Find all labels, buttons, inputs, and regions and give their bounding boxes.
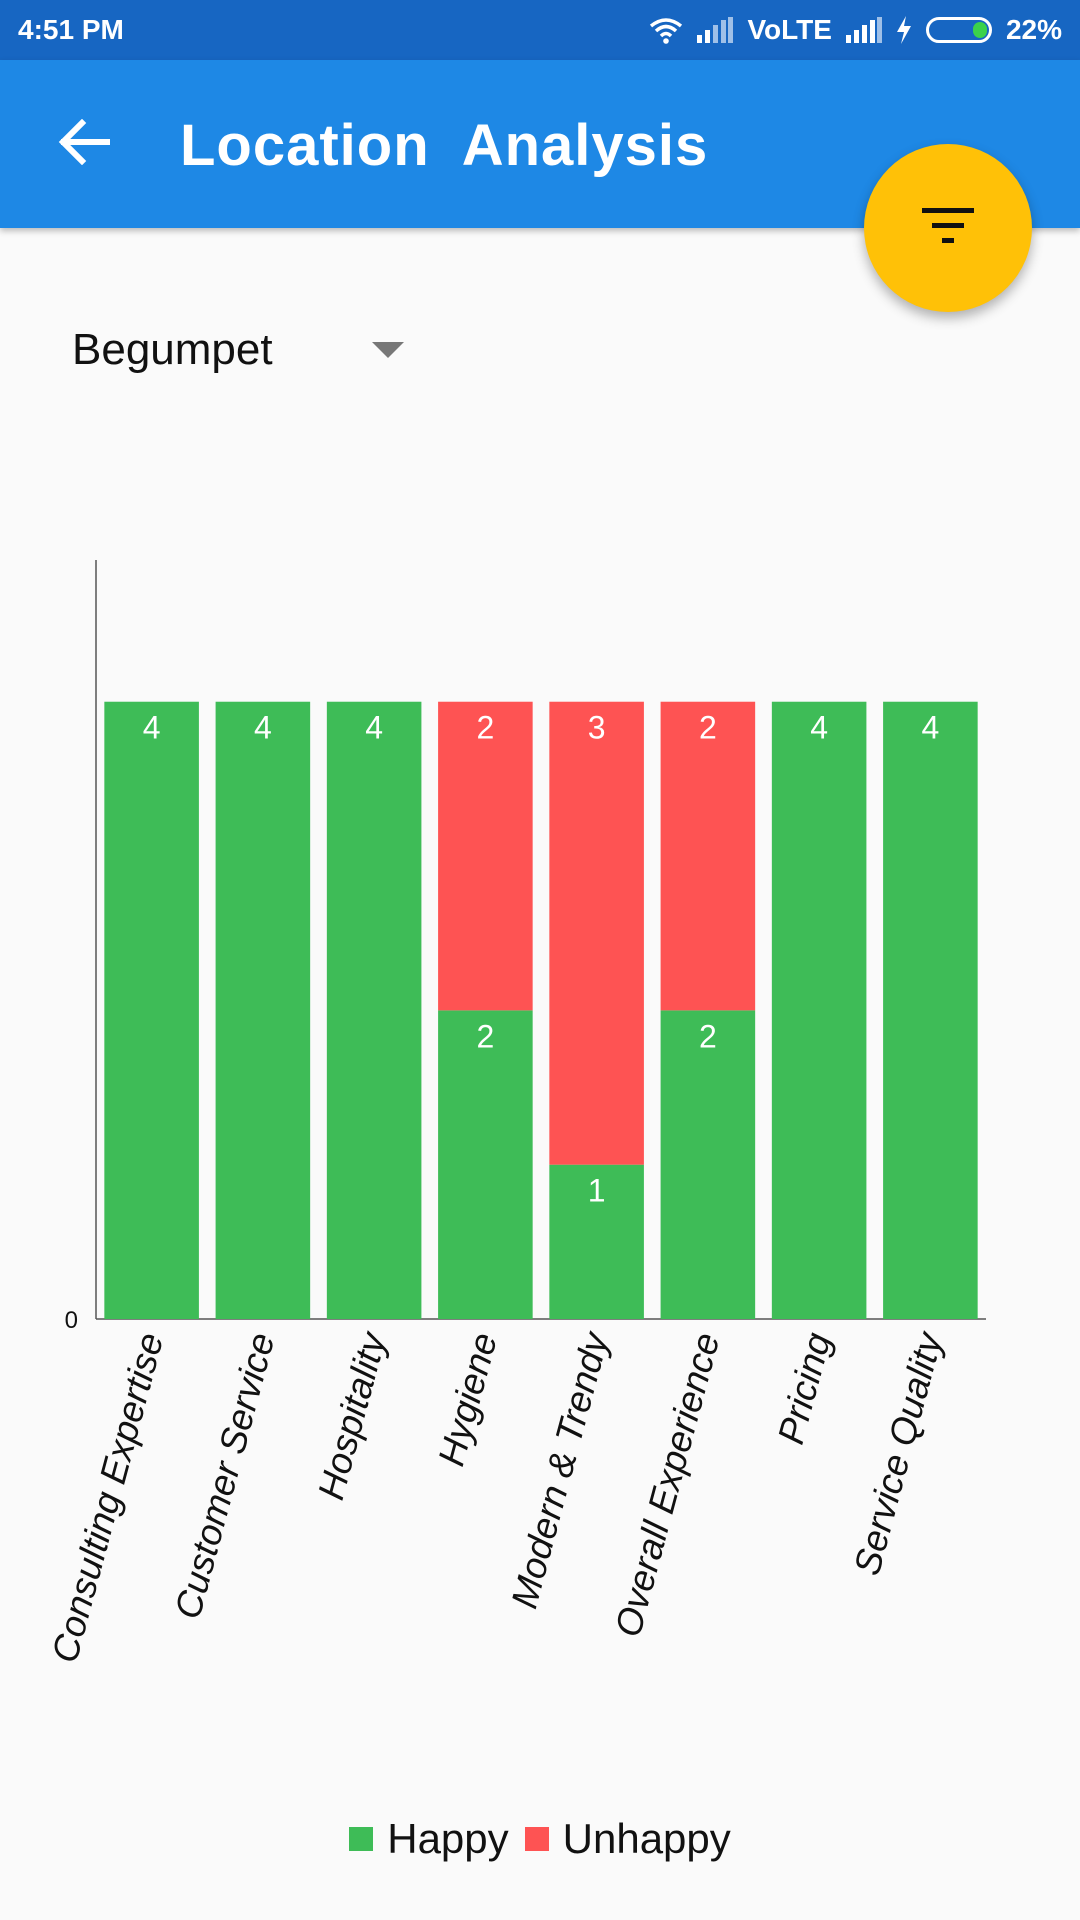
bar-segment-happy [326,701,422,1319]
legend-swatch-happy [349,1827,374,1851]
x-tick-label: Overall Experience [607,1328,728,1641]
x-tick-label: Modern & Trendy [503,1326,617,1612]
battery-icon [925,17,992,43]
x-tick-label: Hygiene [430,1328,505,1470]
back-button[interactable] [52,112,116,176]
legend-swatch-unhappy [524,1827,549,1851]
data-label-happy: 4 [365,710,383,746]
page-title: Location Analysis [180,113,709,178]
legend-label-unhappy: Unhappy [562,1815,731,1862]
bar-segment-happy [660,1010,756,1319]
bar-segment-unhappy [438,701,533,1011]
chart-legend: Happy Unhappy [0,1815,1080,1863]
data-label-unhappy: 3 [588,710,606,746]
charging-icon [896,16,912,44]
app-bar: Location Analysis [0,60,1080,228]
signal-weak-icon [697,17,734,43]
data-label-happy: 4 [254,710,272,746]
location-dropdown[interactable]: Begumpet [72,318,412,382]
data-label-unhappy: 2 [476,710,494,746]
bar-segment-unhappy [660,701,756,1011]
x-tick-label: Service Quality [846,1326,951,1579]
location-selected-value: Begumpet [72,325,273,374]
x-tick-label: Customer Service [167,1328,283,1623]
legend-label-happy: Happy [387,1815,509,1862]
x-tick-label: Pricing [770,1328,839,1448]
x-tick-label: Consulting Expertise [44,1328,171,1666]
bar-segment-happy [549,1164,644,1319]
legend-item-unhappy: Unhappy [524,1815,731,1863]
data-label-happy: 4 [921,710,939,746]
data-label-happy: 2 [699,1018,717,1054]
x-tick-label: Hospitality [310,1326,394,1504]
filter-button[interactable] [864,144,1032,312]
data-label-happy: 4 [810,710,828,746]
wifi-icon [649,16,683,44]
data-label-unhappy: 2 [699,710,717,746]
data-label-happy: 4 [143,710,161,746]
status-time: 4:51 PM [18,14,124,45]
battery-percent: 22% [1005,14,1062,45]
filter-list-icon [920,206,976,251]
status-bar: 4:51 PM VoLTE [0,0,1080,60]
bar-segment-happy [438,1010,533,1319]
arrow-left-icon [58,118,111,170]
network-label: VoLTE [747,14,832,45]
stacked-bar-chart: 0 4 Consulting Expertise 4 Customer Service 4… [44,560,986,1667]
bar-segment-happy [883,701,978,1319]
bar-segment-happy [104,701,199,1319]
dropdown-arrow-icon [372,342,404,358]
bar-segment-unhappy [549,701,644,1165]
y-tick-label: 0 [65,1307,78,1334]
bar-segment-happy [215,701,311,1319]
data-label-happy: 1 [588,1173,606,1209]
bar-segment-happy [771,701,867,1319]
legend-item-happy: Happy [349,1815,509,1863]
data-label-happy: 2 [476,1018,494,1054]
signal-strong-icon [845,17,882,43]
status-indicators: VoLTE 22% [649,10,1062,50]
